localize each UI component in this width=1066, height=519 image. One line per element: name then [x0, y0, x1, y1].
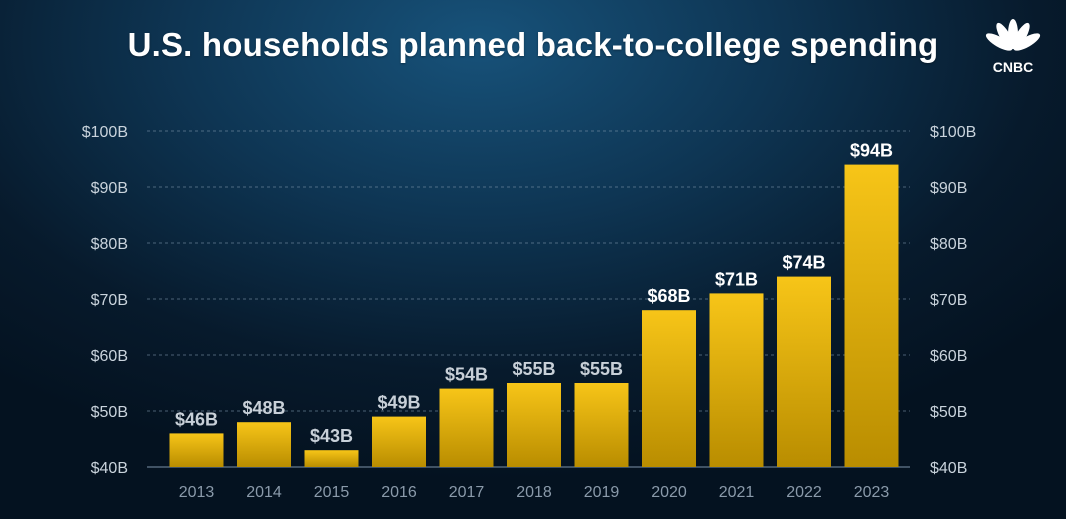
y-tick-label-left: $40B: [91, 460, 128, 477]
x-tick-label: 2017: [449, 484, 485, 501]
logo-text: CNBC: [993, 59, 1033, 75]
bar-value-label: $68B: [647, 286, 690, 306]
x-tick-label: 2023: [854, 484, 890, 501]
cnbc-peacock-logo: CNBC: [985, 19, 1041, 75]
bar: [507, 383, 561, 467]
x-axis-labels: 2013 2014 2015 2016 2017 2018 2019 2020 2021 2022…: [179, 484, 890, 501]
bar-value-label: $49B: [377, 393, 420, 413]
bar: [574, 383, 629, 467]
x-tick-label: 2013: [179, 484, 215, 501]
y-tick-label-right: $40B: [930, 460, 967, 477]
y-tick-label-left: $70B: [91, 292, 128, 309]
y-tick-label-left: $60B: [91, 348, 128, 365]
bar-value-label: $46B: [175, 409, 218, 429]
x-tick-label: 2016: [381, 484, 417, 501]
bar: [844, 164, 899, 467]
x-tick-label: 2019: [584, 484, 620, 501]
y-tick-label-left: $50B: [91, 404, 128, 421]
y-tick-label-right: $70B: [930, 292, 967, 309]
bar: [709, 293, 764, 467]
bar: [372, 416, 426, 467]
bar-value-label: $55B: [580, 359, 623, 379]
x-tick-label: 2020: [651, 484, 687, 501]
bar-value-label: $48B: [242, 398, 285, 418]
bar-value-label: $74B: [782, 253, 825, 273]
y-tick-label-left: $90B: [91, 180, 128, 197]
bar: [439, 388, 494, 467]
chart-title: U.S. households planned back-to-college …: [127, 26, 939, 63]
x-tick-label: 2021: [719, 484, 755, 501]
y-tick-label-left: $80B: [91, 236, 128, 253]
y-axis-left: $40B $50B $60B $70B $80B $90B $100B: [82, 124, 128, 477]
x-tick-label: 2014: [246, 484, 282, 501]
bar: [169, 433, 224, 467]
bar: [642, 310, 696, 467]
bar-value-label: $55B: [512, 359, 555, 379]
y-tick-label-right: $50B: [930, 404, 967, 421]
y-tick-label-right: $100B: [930, 124, 976, 141]
bar: [777, 276, 831, 467]
x-tick-label: 2018: [516, 484, 552, 501]
bar-value-label: $71B: [715, 269, 758, 289]
x-tick-label: 2015: [314, 484, 350, 501]
x-tick-label: 2022: [786, 484, 822, 501]
bar-value-label: $54B: [445, 365, 488, 385]
peacock-feathers-icon: [985, 19, 1041, 51]
value-labels: $46B $48B $43B $49B $54B $55B $55B $68B $71B $74B…: [175, 141, 893, 447]
bar-value-label: $94B: [850, 141, 893, 161]
bar-value-label: $43B: [310, 426, 353, 446]
y-tick-label-left: $100B: [82, 124, 128, 141]
bars: [169, 164, 899, 467]
y-axis-right: $40B $50B $60B $70B $80B $90B $100B: [930, 124, 976, 477]
y-tick-label-right: $80B: [930, 236, 967, 253]
bar: [237, 422, 291, 467]
y-tick-label-right: $90B: [930, 180, 967, 197]
y-tick-label-right: $60B: [930, 348, 967, 365]
bar: [304, 450, 359, 467]
